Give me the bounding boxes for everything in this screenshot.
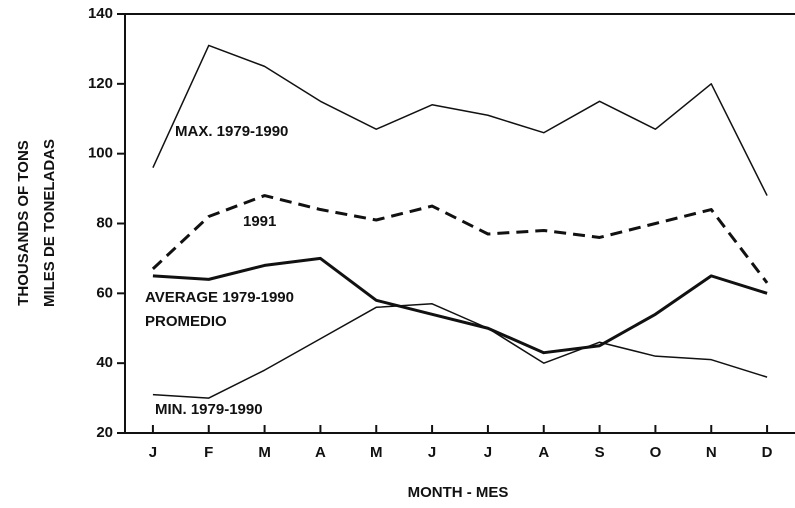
x-tick-label: M [258, 444, 271, 461]
series-label: MIN. 1979-1990 [155, 401, 263, 418]
series-label: MAX. 1979-1990 [175, 123, 288, 140]
series-line [152, 256, 768, 355]
x-axis-label: MONTH - MES [408, 484, 509, 501]
x-tick-label: J [149, 444, 157, 461]
y-tick-label: 80 [96, 214, 113, 231]
x-tick-label: F [204, 444, 213, 461]
x-tick-label: J [428, 444, 436, 461]
series-label: AVERAGE 1979-1990 [145, 289, 294, 306]
x-tick-label: J [484, 444, 492, 461]
series-label: 1991 [243, 213, 276, 230]
series-line [152, 303, 768, 399]
x-tick-label: D [762, 444, 773, 461]
series-line [152, 44, 768, 196]
x-tick-label: A [538, 444, 549, 461]
plot-frame [124, 13, 795, 434]
y-tick-label: 100 [88, 145, 113, 162]
y-axis-label: MILES DE TONELADAS [41, 139, 58, 307]
y-tick-label: 120 [88, 75, 113, 92]
y-tick-label: 60 [96, 284, 113, 301]
y-tick-label: 20 [96, 424, 113, 441]
x-tick-label: O [650, 444, 662, 461]
y-tick-label: 140 [88, 5, 113, 22]
x-tick-label: A [315, 444, 326, 461]
x-tick-label: S [595, 444, 605, 461]
x-tick-label: N [706, 444, 717, 461]
annotation: PROMEDIO [145, 313, 227, 330]
y-tick-label: 40 [96, 354, 113, 371]
y-axis-label: THOUSANDS OF TONS [15, 140, 32, 306]
x-tick-label: M [370, 444, 383, 461]
